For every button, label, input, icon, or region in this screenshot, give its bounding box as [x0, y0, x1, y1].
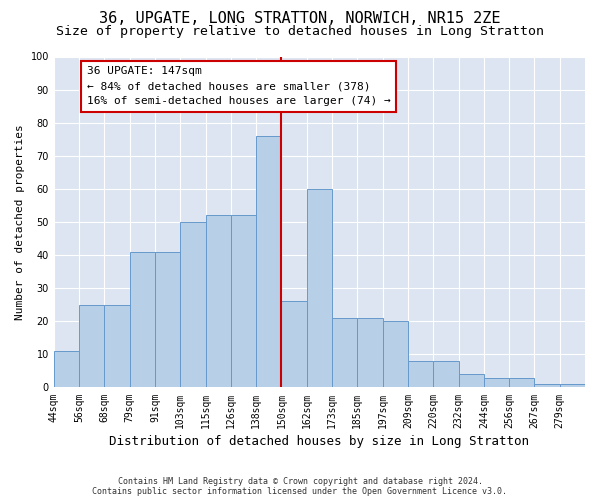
Bar [104, 304, 130, 388]
Y-axis label: Number of detached properties: Number of detached properties [15, 124, 25, 320]
Text: Contains HM Land Registry data © Crown copyright and database right 2024.
Contai: Contains HM Land Registry data © Crown c… [92, 476, 508, 496]
Bar [358, 318, 383, 388]
Bar [332, 318, 358, 388]
Text: 36 UPGATE: 147sqm
← 84% of detached houses are smaller (378)
16% of semi-detache: 36 UPGATE: 147sqm ← 84% of detached hous… [86, 66, 391, 106]
Bar [130, 252, 155, 388]
Bar [383, 322, 408, 388]
Bar [307, 189, 332, 388]
Text: Size of property relative to detached houses in Long Stratton: Size of property relative to detached ho… [56, 25, 544, 38]
Bar [281, 302, 307, 388]
Text: 36, UPGATE, LONG STRATTON, NORWICH, NR15 2ZE: 36, UPGATE, LONG STRATTON, NORWICH, NR15… [99, 11, 501, 26]
Bar [231, 216, 256, 388]
Bar [509, 378, 535, 388]
Bar [458, 374, 484, 388]
Bar [535, 384, 560, 388]
Bar [54, 351, 79, 388]
Bar [256, 136, 281, 388]
Bar [560, 384, 585, 388]
X-axis label: Distribution of detached houses by size in Long Stratton: Distribution of detached houses by size … [109, 434, 529, 448]
Bar [180, 222, 206, 388]
Bar [155, 252, 180, 388]
Bar [433, 361, 458, 388]
Bar [206, 216, 231, 388]
Bar [408, 361, 433, 388]
Bar [79, 304, 104, 388]
Bar [484, 378, 509, 388]
